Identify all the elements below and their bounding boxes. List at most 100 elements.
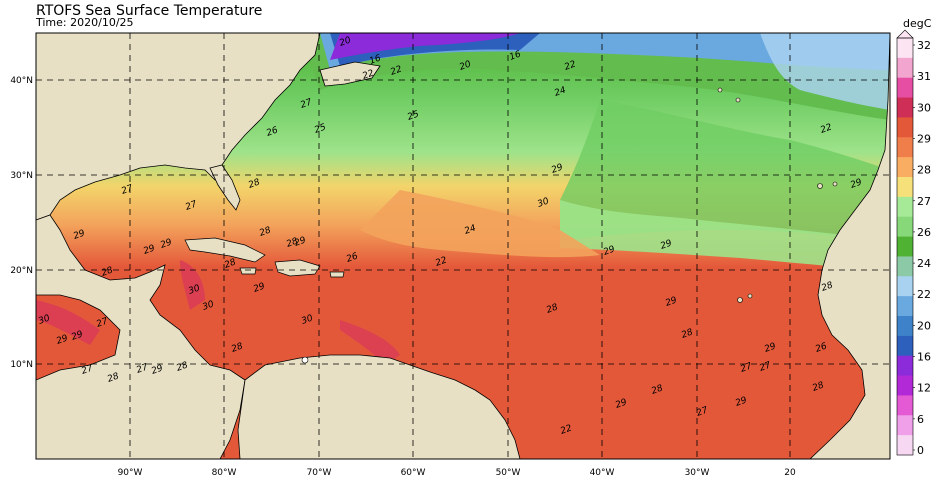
contour-label: 26: [265, 125, 279, 138]
contour-label: 22: [361, 68, 375, 81]
colorbar-tick-label: 28: [917, 164, 931, 177]
contour-label: 28: [106, 371, 120, 384]
colorbar-swatch: [897, 57, 913, 79]
contour-label: 29: [72, 228, 86, 241]
latitude-labels: 40°N 30°N 20°N 10°N: [10, 76, 33, 370]
colorbar-swatch: [897, 296, 913, 317]
contour-label: 16: [368, 53, 382, 66]
latitude-label: 30°N: [10, 171, 33, 181]
lake-maracaibo: [301, 356, 309, 364]
colorbar-tick-label: 29: [917, 132, 931, 145]
contour-label: 22: [434, 255, 448, 268]
contour-label: 29: [659, 238, 673, 251]
contour-label: 29: [142, 243, 156, 256]
map-field: [36, 33, 890, 459]
colorbar-frame: [896, 37, 914, 456]
jamaica-land: [239, 267, 257, 275]
colorbar-swatch: [897, 435, 913, 456]
colorbar-swatch: [897, 256, 913, 277]
caribbean-hot: [180, 260, 205, 310]
puerto-rico-land: [329, 271, 345, 278]
colorbar-tick-label: 22: [917, 288, 931, 301]
contour-label: 30: [37, 313, 51, 326]
longitude-labels: 90°W 80°W 70°W 60°W 50°W 40°W 30°W 20: [118, 468, 796, 478]
colorbar-tick-label: 12: [917, 382, 931, 395]
contour-label: 20: [458, 59, 472, 72]
colorbar-swatch: [897, 216, 913, 238]
colorbar-swatch: [897, 355, 913, 377]
contour-label: 27: [80, 363, 94, 376]
colorbar-tick-label: 30: [917, 101, 931, 114]
azores-island: [735, 97, 741, 103]
contour-label: 22: [819, 122, 833, 135]
contour-label: 22: [559, 423, 573, 436]
contour-label: 29: [293, 235, 307, 248]
canary-island: [832, 181, 838, 187]
colorbar-tick-label: 32: [917, 39, 931, 52]
contour-label: 27: [95, 316, 109, 329]
colorbar-tick-label: 31: [917, 70, 931, 83]
latitude-label: 40°N: [10, 76, 33, 86]
contour-label: 28: [545, 302, 559, 315]
colorbar-swatch: [897, 276, 913, 297]
caribbean-hot-east: [340, 320, 400, 365]
contour-label: 27: [135, 362, 149, 375]
contour-label: 16: [508, 49, 522, 62]
contour-label: 28: [247, 177, 261, 190]
colorbar-swatch: [897, 335, 913, 357]
contour-label: 29: [159, 237, 173, 250]
canary-island: [817, 183, 823, 189]
contour-label: 29: [55, 333, 69, 346]
orange-band: [360, 190, 600, 258]
map-frame: [35, 32, 891, 460]
contour-label: 25: [406, 109, 420, 122]
contour-label: 24: [553, 85, 567, 98]
contour-label: 29: [70, 329, 84, 342]
contour-label: 30: [187, 283, 201, 296]
colorbar-swatch: [897, 196, 913, 218]
longitude-label: 80°W: [212, 468, 237, 478]
contour-label: 28: [820, 280, 834, 293]
contour-label: 29: [734, 395, 748, 408]
contour-label: 28: [100, 265, 114, 278]
contour-label: 28: [811, 380, 825, 393]
contour-label: 29: [763, 341, 777, 354]
longitude-label: 70°W: [307, 468, 332, 478]
contour-label: 28: [230, 341, 244, 354]
colorbar-tick-label: 0: [917, 444, 924, 457]
longitude-label: 60°W: [401, 468, 426, 478]
map-subtitle: Time: 2020/10/25: [36, 16, 134, 29]
colorbar-swatch: [897, 38, 913, 59]
central-america-land: [36, 214, 246, 459]
colorbar-swatch: [897, 177, 913, 198]
contour-label: 30: [300, 313, 314, 326]
colorbar-tick-label: 24: [917, 257, 931, 270]
colorbar-swatch: [897, 375, 913, 396]
pacific-hot: [36, 300, 100, 345]
cuba-land: [184, 237, 266, 263]
colorbar-tick-label: 26: [917, 226, 931, 239]
colorbar-swatch: [897, 236, 913, 257]
contour-label: 27: [184, 199, 198, 212]
contour-label: 22: [389, 64, 403, 77]
contour-label: 27: [120, 183, 134, 196]
colorbar-swatch: [897, 395, 913, 416]
colorbar-swatch: [897, 415, 913, 436]
contour-label: 28: [258, 225, 272, 238]
colorbar-tick-label: 20: [917, 319, 931, 332]
contour-label: 29: [849, 177, 863, 190]
colorbar-tick-label: 16: [917, 351, 931, 364]
contour-label: 25: [313, 122, 327, 135]
longitude-label: 40°W: [590, 468, 615, 478]
south-america-land: [237, 354, 521, 459]
longitude-label: 30°W: [685, 468, 710, 478]
gridlines: [36, 33, 890, 459]
colorbar-swatch: [897, 97, 913, 118]
cape-verde-island: [747, 293, 753, 299]
contour-label: 27: [739, 361, 753, 374]
hispaniola-land: [274, 259, 321, 277]
cape-verde-island: [737, 297, 743, 303]
contour-label: 29: [252, 281, 266, 294]
colorbar-swatch: [897, 157, 913, 178]
